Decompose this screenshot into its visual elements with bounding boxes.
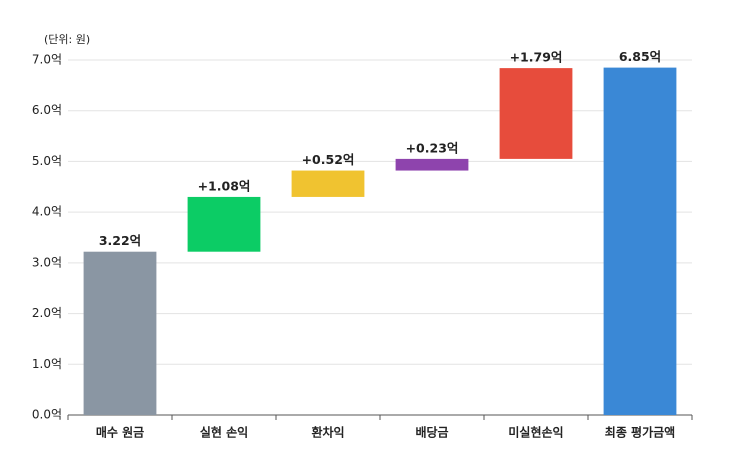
bar: [603, 67, 677, 415]
value-label: +0.23억: [406, 140, 459, 155]
value-label: 3.22억: [99, 233, 141, 248]
bar: [83, 251, 157, 415]
bar: [187, 196, 261, 252]
bar: [395, 158, 469, 171]
x-tick-label: 최종 평가금액: [605, 425, 675, 440]
bar: [499, 68, 573, 159]
unit-label: (단위: 원): [44, 33, 90, 46]
y-tick-label: 1.0억: [32, 357, 62, 371]
y-tick-label: 4.0억: [32, 205, 62, 219]
value-label: +1.79억: [510, 50, 563, 65]
value-label: +0.52억: [302, 152, 355, 167]
x-tick-label: 환차익: [311, 425, 344, 440]
y-tick-label: 6.0억: [32, 103, 62, 117]
x-tick-label: 배당금: [415, 425, 448, 440]
value-label: 6.85억: [619, 49, 661, 64]
y-tick-label: 7.0억: [32, 53, 62, 67]
bar: [291, 170, 365, 197]
y-tick-label: 2.0억: [32, 306, 62, 320]
y-tick-label: 5.0억: [32, 154, 62, 168]
x-tick-label: 실현 손익: [200, 425, 248, 440]
y-tick-label: 0.0억: [32, 408, 62, 422]
x-tick-label: 미실현손익: [508, 425, 563, 440]
value-label: +1.08억: [198, 178, 251, 193]
x-tick-label: 매수 원금: [96, 425, 144, 440]
y-tick-label: 3.0억: [32, 255, 62, 269]
